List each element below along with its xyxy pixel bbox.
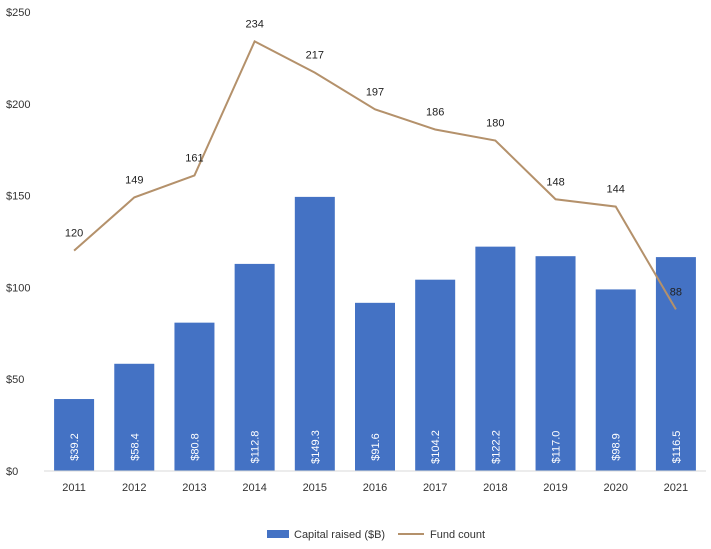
x-tick-label: 2021: [664, 482, 688, 494]
bar-value-label: $117.0: [551, 431, 563, 464]
legend-swatch-capital-raised: [267, 530, 289, 538]
legend-label-capital-raised: Capital raised ($B): [294, 529, 385, 541]
y-tick-label: $250: [6, 7, 30, 19]
bar-value-label: $98.9: [611, 433, 623, 461]
x-tick-label: 2012: [122, 482, 146, 494]
line-value-label: 217: [306, 50, 324, 62]
bar: [234, 263, 275, 471]
fund-count-line-group: 120 149 161 234 217 197 186 180 148 144 88: [65, 18, 682, 310]
bar: [595, 289, 636, 471]
x-tick-label: 2019: [543, 482, 567, 494]
x-tick-label: 2020: [603, 482, 627, 494]
bar-value-label: $112.8: [250, 431, 262, 464]
bar-value-label: $149.3: [310, 430, 322, 464]
bar-value-label: $58.4: [129, 433, 141, 461]
x-tick-label: 2013: [182, 482, 206, 494]
fund-count-line: [73, 40, 677, 310]
line-value-label: 234: [245, 18, 263, 30]
x-tick-label: 2011: [62, 482, 86, 494]
bar: [54, 399, 95, 471]
y-tick-label: $100: [6, 282, 30, 294]
x-tick-label: 2015: [303, 482, 327, 494]
bar-value-label: $116.5: [671, 431, 683, 464]
line-value-label: 161: [185, 152, 203, 164]
line-value-label: 186: [426, 107, 444, 119]
y-axis: $0 $50 $100 $150 $200 $250: [6, 7, 30, 478]
bar: [355, 302, 395, 471]
bar-value-label: $91.6: [370, 433, 382, 461]
bar: [535, 256, 576, 471]
x-tick-label: 2017: [423, 482, 447, 494]
bar-value-label: $122.2: [490, 430, 502, 464]
x-tick-label: 2018: [483, 482, 507, 494]
y-tick-label: $0: [6, 466, 18, 478]
x-axis: 2011 2012 2013 2014 2015 2016 2017 2018 2019 2020…: [44, 470, 706, 494]
bar: [655, 257, 696, 471]
bar-value-label: $39.2: [69, 433, 81, 461]
line-value-label: 88: [670, 286, 682, 298]
legend-label-fund-count: Fund count: [430, 529, 485, 541]
legend: Capital raised ($B) Fund count: [267, 529, 485, 541]
y-tick-label: $150: [6, 191, 30, 203]
bar: [174, 322, 215, 471]
line-value-label: 144: [607, 184, 625, 196]
line-value-label: 180: [486, 118, 504, 130]
line-value-label: 197: [366, 86, 384, 98]
bar: [114, 363, 155, 471]
line-value-label: 149: [125, 174, 143, 186]
y-tick-label: $200: [6, 99, 30, 111]
line-value-label: 120: [65, 228, 83, 240]
bar-value-label: $104.2: [430, 430, 442, 464]
bars: $39.2 $58.4 $80.8 $112.8 $149.3 $91.6 $104.2 $1…: [54, 196, 696, 471]
x-tick-label: 2014: [242, 482, 266, 494]
bar-value-label: $80.8: [189, 433, 201, 461]
x-tick-label: 2016: [363, 482, 387, 494]
bar: [294, 196, 335, 471]
line-value-label: 148: [546, 176, 564, 188]
bar: [475, 246, 516, 471]
bar: [415, 279, 456, 471]
y-tick-label: $50: [6, 374, 24, 386]
